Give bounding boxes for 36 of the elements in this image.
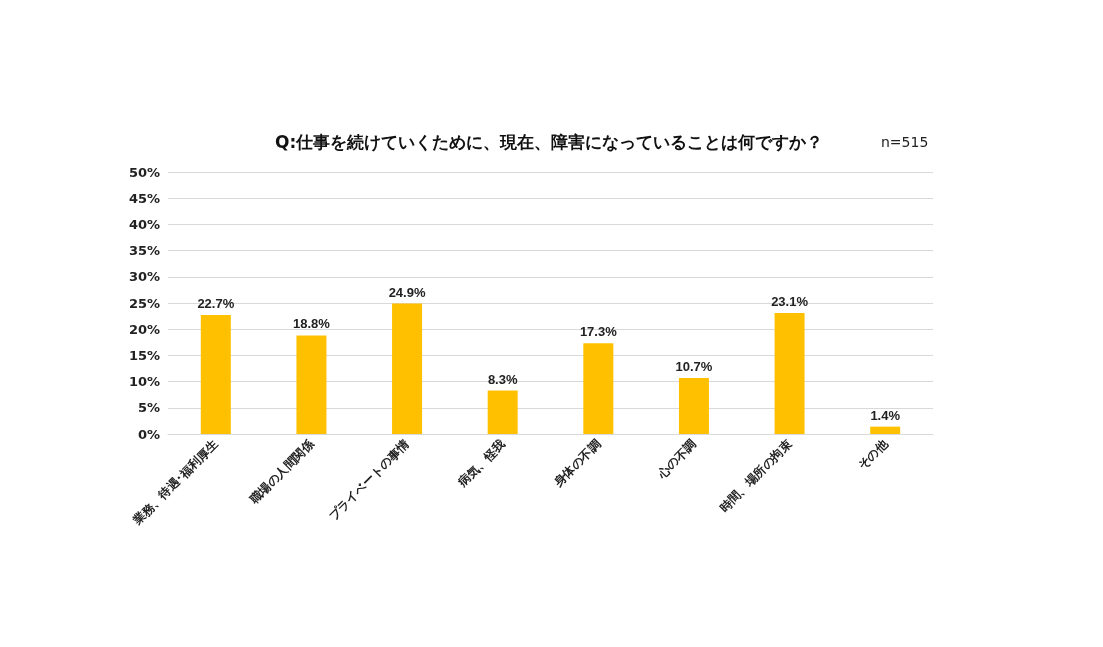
- data-label: 17.3%: [579, 324, 618, 340]
- bar: [774, 312, 805, 434]
- y-tick-label: 40%: [128, 216, 160, 232]
- y-tick-label: 30%: [128, 269, 160, 285]
- y-tick-label: 5%: [137, 400, 160, 416]
- bar: [487, 390, 518, 434]
- x-tick-label: プライベートの事情: [325, 437, 413, 524]
- x-tick-label: 職場の人間関係: [246, 436, 318, 508]
- y-tick-label: 25%: [128, 295, 160, 311]
- data-label: 23.1%: [771, 293, 809, 309]
- data-label: 10.7%: [675, 358, 713, 374]
- x-tick-label: 身体の不調: [550, 437, 604, 491]
- y-tick-label: 20%: [128, 321, 160, 337]
- data-label: 1.4%: [870, 407, 901, 423]
- y-tick-label: 0%: [137, 426, 160, 442]
- y-tick-label: 50%: [128, 164, 160, 180]
- x-tick-label: 時間、場所の拘束: [716, 437, 795, 515]
- data-label: 24.9%: [388, 284, 426, 300]
- y-tick-label: 35%: [128, 243, 160, 259]
- x-tick-label: 心の不調: [654, 437, 699, 482]
- bar: [392, 303, 423, 434]
- chart-subtitle: n=515: [881, 134, 929, 150]
- bar: [678, 377, 709, 434]
- data-label: 8.3%: [487, 371, 518, 387]
- y-tick-label: 15%: [128, 347, 160, 363]
- y-tick-label: 45%: [128, 190, 160, 206]
- bar: [200, 315, 231, 434]
- chart-title: Q:仕事を続けていくために、現在、障害になっていることは何ですか？: [275, 131, 824, 152]
- x-tick-label: 病気、怪我: [454, 437, 508, 491]
- y-tick-label: 10%: [128, 374, 160, 390]
- data-label: 18.8%: [293, 316, 331, 332]
- bar: [583, 343, 614, 434]
- data-label: 22.7%: [197, 296, 235, 312]
- x-tick-label: その他: [854, 436, 891, 473]
- bar: [296, 335, 327, 434]
- bar: [870, 426, 901, 434]
